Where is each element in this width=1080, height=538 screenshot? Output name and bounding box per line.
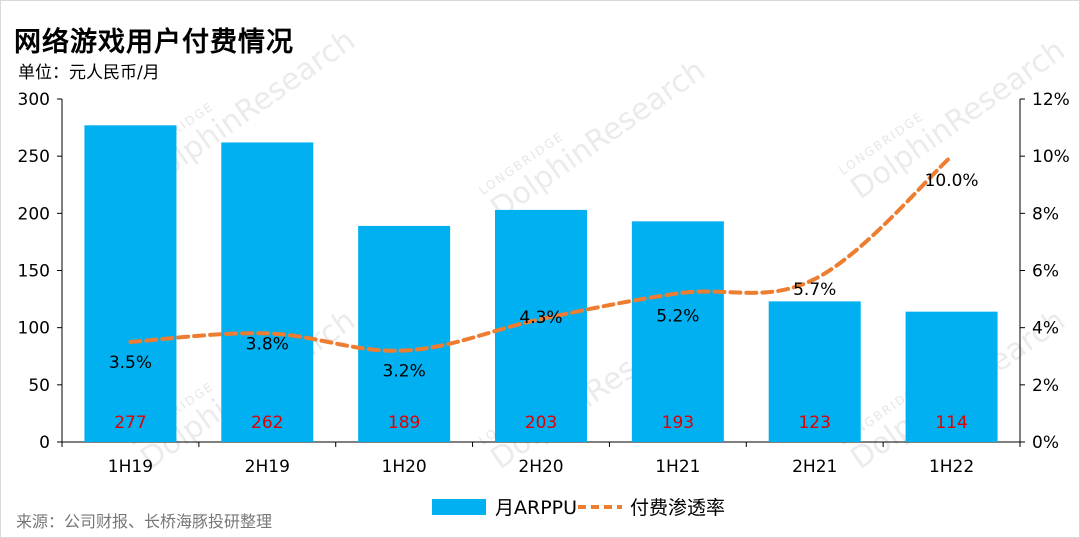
source-note: 来源：公司财报、长桥海豚投研整理 <box>16 512 273 531</box>
penetration-rate-line <box>128 154 954 353</box>
chart-title: 网络游戏用户付费情况 <box>14 27 294 58</box>
arppu-bar <box>768 301 861 442</box>
arppu-bar <box>221 142 314 443</box>
arppu-bar-label: 193 <box>662 413 694 433</box>
right-tick-label: 6% <box>1032 262 1059 282</box>
arppu-bar-label: 262 <box>251 413 283 433</box>
arppu-bar <box>905 311 998 442</box>
category-label: 2H21 <box>792 457 837 477</box>
category-label: 2H19 <box>245 457 290 477</box>
legend-swatch-arppu <box>432 499 486 515</box>
left-tick-label: 300 <box>18 90 50 110</box>
category-label: 1H20 <box>382 457 427 477</box>
left-tick-label: 150 <box>18 262 50 282</box>
unit-label: 单位：元人民币/月 <box>18 63 160 83</box>
category-label: 1H21 <box>655 457 700 477</box>
penetration-rate-label: 3.8% <box>246 334 289 354</box>
left-tick-label: 0 <box>39 433 50 453</box>
left-tick-label: 100 <box>18 319 50 339</box>
right-tick-label: 4% <box>1032 319 1059 339</box>
right-tick-label: 0% <box>1032 433 1059 453</box>
right-tick-label: 2% <box>1032 376 1059 396</box>
left-tick-label: 250 <box>18 147 50 167</box>
penetration-rate-label: 3.2% <box>383 362 426 382</box>
arppu-bar <box>84 125 177 443</box>
right-tick-label: 8% <box>1032 204 1059 224</box>
category-label: 2H20 <box>518 457 563 477</box>
arppu-bar-label: 114 <box>935 413 967 433</box>
penetration-rate-label: 4.3% <box>519 308 562 328</box>
arppu-bar-label: 123 <box>798 413 830 433</box>
arppu-bar-label: 203 <box>525 413 557 433</box>
category-label: 1H22 <box>929 457 974 477</box>
right-tick-label: 10% <box>1032 147 1070 167</box>
watermark-name: DolphinResearch <box>485 53 712 227</box>
left-tick-label: 200 <box>18 204 50 224</box>
penetration-rate-label: 5.2% <box>656 306 699 326</box>
arppu-bar-label: 277 <box>114 413 146 433</box>
arppu-bar <box>358 225 451 442</box>
arppu-bar <box>631 221 724 442</box>
right-tick-label: 12% <box>1032 90 1070 110</box>
category-label: 1H19 <box>108 457 153 477</box>
penetration-rate-label: 10.0% <box>925 171 979 191</box>
legend-label-rate: 付费渗透率 <box>630 497 725 519</box>
left-tick-label: 50 <box>28 376 50 396</box>
penetration-rate-label: 3.5% <box>109 353 152 373</box>
penetration-rate-label: 5.7% <box>793 280 836 300</box>
arppu-bar-label: 189 <box>388 413 420 433</box>
legend-label-arppu: 月ARPPU <box>495 497 577 519</box>
